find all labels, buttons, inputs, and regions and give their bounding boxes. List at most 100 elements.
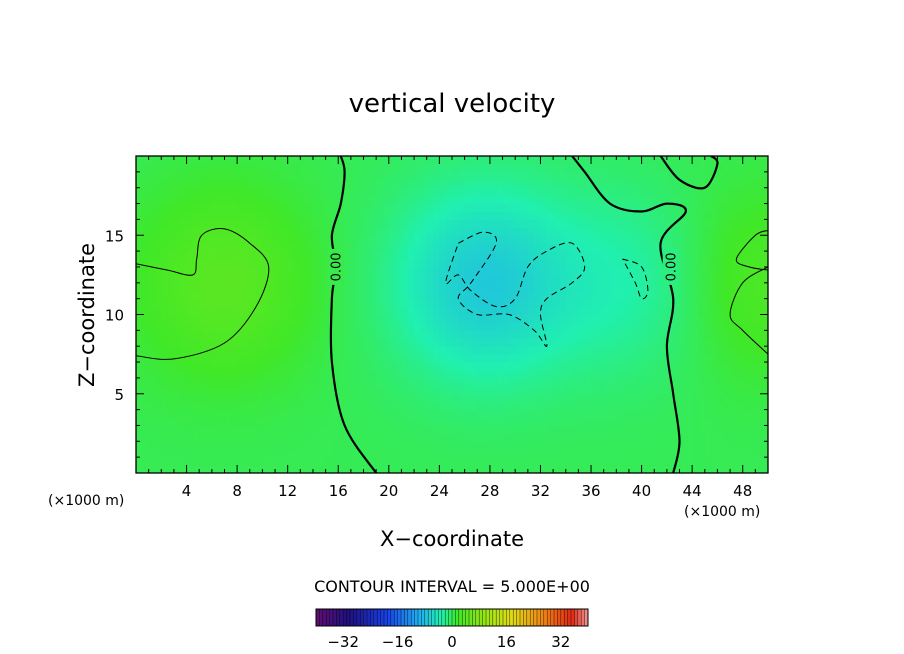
heatmap-cell	[192, 417, 200, 427]
heatmap-cell	[591, 330, 598, 339]
heatmap-cell	[319, 393, 327, 403]
heatmap-cell	[704, 274, 712, 284]
heatmap-cell	[426, 187, 434, 197]
heatmap-cell	[319, 433, 327, 442]
heatmap-cell	[654, 306, 662, 316]
heatmap-cell	[420, 330, 428, 339]
heatmap-cell	[515, 338, 523, 347]
heatmap-cell	[565, 179, 573, 189]
heatmap-cell	[268, 393, 276, 403]
heatmap-cell	[224, 306, 232, 316]
heatmap-cell	[679, 457, 687, 466]
heatmap-cell	[388, 306, 396, 316]
heatmap-cell	[275, 362, 282, 371]
heatmap-cell	[515, 465, 523, 473]
heatmap-cell	[628, 179, 636, 189]
heatmap-cell	[306, 441, 314, 450]
heatmap-cell	[641, 322, 649, 331]
heatmap-cell	[287, 266, 295, 276]
heatmap-cell	[439, 330, 447, 339]
heatmap-cell	[192, 369, 200, 379]
heatmap-cell	[300, 449, 308, 458]
heatmap-cell	[660, 362, 668, 371]
heatmap-cell	[704, 227, 712, 236]
heatmap-cell	[395, 441, 403, 450]
heatmap-cell	[275, 393, 282, 403]
heatmap-cell	[508, 322, 516, 331]
heatmap-cell	[591, 377, 598, 387]
heatmap-cell	[489, 401, 497, 411]
heatmap-cell	[755, 354, 763, 363]
heatmap-cell	[622, 171, 630, 181]
heatmap-cell	[357, 235, 365, 244]
heatmap-cell	[458, 362, 466, 371]
heatmap-cell	[142, 211, 150, 220]
heatmap-cell	[439, 338, 447, 347]
heatmap-cell	[698, 417, 706, 427]
heatmap-cell	[508, 457, 516, 466]
heatmap-cell	[319, 314, 327, 324]
heatmap-cell	[527, 290, 535, 300]
heatmap-cell	[534, 385, 542, 395]
heatmap-cell	[660, 385, 668, 395]
heatmap-cell	[154, 449, 162, 458]
heatmap-cell	[470, 369, 478, 379]
heatmap-cell	[395, 465, 403, 473]
heatmap-cell	[312, 314, 320, 324]
heatmap-cell	[338, 211, 346, 220]
heatmap-cell	[325, 314, 333, 324]
heatmap-cell	[294, 290, 301, 300]
heatmap-cell	[761, 298, 768, 308]
heatmap-cell	[603, 282, 611, 292]
heatmap-cell	[584, 393, 592, 403]
heatmap-cell	[287, 282, 295, 292]
heatmap-cell	[439, 441, 447, 450]
heatmap-cell	[521, 195, 529, 205]
heatmap-cell	[363, 195, 371, 205]
heatmap-cell	[414, 409, 421, 419]
heatmap-cell	[622, 266, 630, 276]
heatmap-cell	[439, 369, 447, 379]
heatmap-cell	[433, 219, 440, 228]
heatmap-cell	[711, 401, 719, 411]
heatmap-cell	[186, 266, 194, 276]
heatmap-cell	[433, 354, 440, 363]
heatmap-cell	[338, 457, 346, 466]
heatmap-cell	[515, 179, 523, 189]
heatmap-cell	[685, 298, 693, 308]
heatmap-cell	[452, 243, 459, 252]
heatmap-cell	[433, 330, 440, 339]
heatmap-cell	[464, 346, 472, 355]
heatmap-cell	[357, 171, 365, 181]
heatmap-cell	[388, 441, 396, 450]
heatmap-cell	[300, 441, 308, 450]
heatmap-cell	[256, 156, 263, 165]
heatmap-cell	[515, 298, 523, 308]
heatmap-cell	[483, 377, 491, 387]
heatmap-cell	[199, 251, 207, 260]
heatmap-cell	[186, 219, 194, 228]
heatmap-cell	[199, 298, 207, 308]
heatmap-cell	[325, 179, 333, 189]
heatmap-cell	[186, 425, 194, 434]
heatmap-cell	[610, 251, 617, 260]
heatmap-cell	[268, 163, 276, 173]
heatmap-cell	[464, 377, 472, 387]
heatmap-cell	[742, 377, 750, 387]
heatmap-cell	[464, 338, 472, 347]
heatmap-cell	[331, 235, 339, 244]
heatmap-cell	[173, 195, 181, 205]
heatmap-cell	[546, 330, 554, 339]
heatmap-cell	[553, 243, 561, 252]
heatmap-cell	[559, 409, 567, 419]
heatmap-cell	[287, 377, 295, 387]
heatmap-cell	[534, 187, 542, 197]
heatmap-cell	[502, 338, 510, 347]
heatmap-cell	[515, 369, 523, 379]
heatmap-cell	[654, 179, 662, 189]
heatmap-cell	[470, 377, 478, 387]
heatmap-cell	[167, 306, 175, 316]
heatmap-cell	[192, 227, 200, 236]
heatmap-cell	[546, 219, 554, 228]
heatmap-cell	[262, 251, 270, 260]
